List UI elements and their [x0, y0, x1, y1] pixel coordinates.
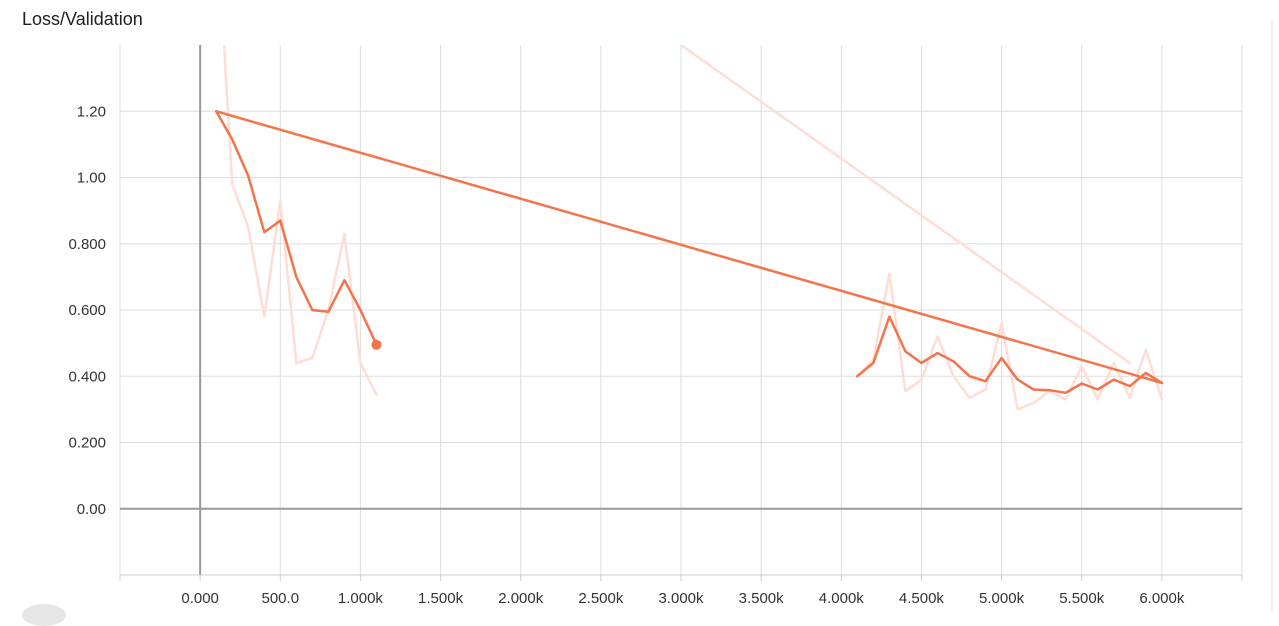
x-tick-label: 3.000k [658, 590, 704, 607]
y-tick-label: 0.800 [68, 236, 106, 253]
loss-validation-chart: 0.000 500.0 1.000k 1.500k 2.000k 2.500k 3.000k… [68, 20, 1273, 611]
raw-series-line [679, 45, 1132, 365]
fit-domain-button[interactable] [22, 604, 66, 626]
x-tick-label: 2.500k [578, 590, 624, 607]
raw-series [222, 45, 1164, 411]
axes [119, 20, 1273, 611]
smoothed-series [214, 110, 1164, 395]
y-tick-label: 0.400 [68, 368, 106, 385]
grid [119, 45, 1243, 576]
x-tick-label: 5.000k [979, 590, 1025, 607]
x-tick-label: 1.000k [338, 590, 384, 607]
x-tick-label: 3.500k [739, 590, 785, 607]
x-tick-label: 0.000 [181, 590, 219, 607]
smoothed-series-line [214, 110, 378, 347]
x-tick-label: 500.0 [262, 590, 300, 607]
raw-series-line [856, 272, 1164, 411]
x-tick-label: 1.500k [418, 590, 464, 607]
y-tick-label: 0.600 [68, 302, 106, 319]
raw-series-line [222, 45, 378, 396]
x-tick-label: 6.000k [1139, 590, 1185, 607]
y-tick-label: 0.200 [68, 435, 106, 452]
x-tick-label: 4.500k [899, 590, 945, 607]
smoothed-end-marker [371, 339, 382, 350]
y-tick-label: 1.20 [77, 103, 106, 120]
y-tick-label: 0.00 [77, 501, 106, 518]
chart-title: Loss/Validation [22, 9, 143, 29]
x-tick-label: 2.000k [498, 590, 544, 607]
tick-labels: 0.000 500.0 1.000k 1.500k 2.000k 2.500k 3.000k… [68, 103, 1184, 607]
smoothed-series-line [214, 110, 1164, 385]
y-tick-label: 1.00 [77, 170, 106, 187]
x-tick-label: 5.500k [1059, 590, 1105, 607]
smoothed-series-line [856, 315, 1164, 395]
x-tick-label: 4.000k [819, 590, 865, 607]
